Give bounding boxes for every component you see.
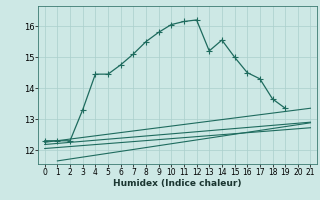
X-axis label: Humidex (Indice chaleur): Humidex (Indice chaleur) (113, 179, 242, 188)
